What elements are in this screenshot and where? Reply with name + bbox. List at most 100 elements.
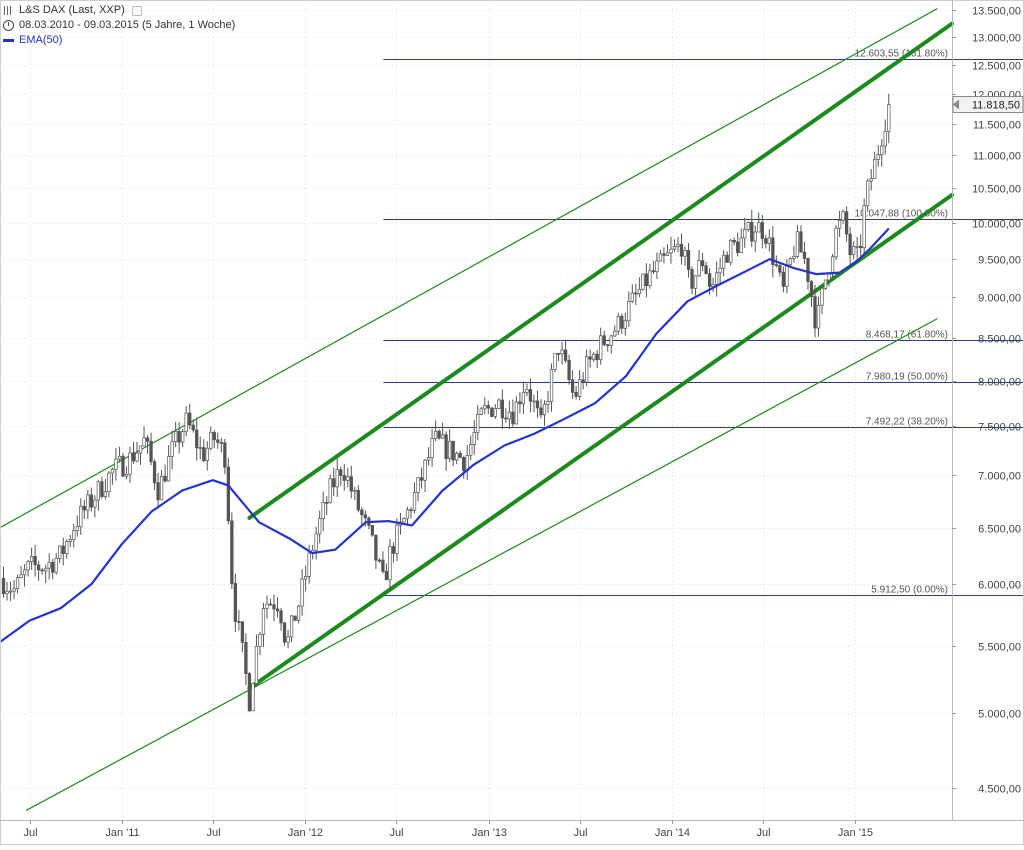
candle-body [521,391,526,405]
candle-body [757,222,761,233]
candle-body [546,401,550,405]
candle-body [525,389,529,393]
candle-body [567,360,571,381]
candle-body [360,509,364,516]
candle-body [722,254,726,269]
clock-icon [3,20,14,31]
candle-body [862,205,866,249]
candle-body [1,578,6,595]
candle-body [8,590,13,593]
candle-body [644,273,649,287]
period-label: 08.03.2010 - 09.03.2015 (5 Jahre, 1 Woch… [19,19,236,31]
candle-body [170,441,174,457]
candle-body [82,505,86,511]
settings-icon[interactable] [131,5,142,16]
ema-swatch-icon [3,39,14,42]
candle-body [486,405,490,409]
candle-body [574,392,578,397]
candle-body [746,221,750,230]
candle-body [314,533,318,551]
candle-body [279,610,283,624]
candle-body [440,434,445,439]
candle-body [230,520,234,584]
candle-body [743,228,747,239]
main-lower-trendline [247,193,954,691]
candle-body [641,273,645,290]
candle-body [332,478,336,488]
candle-body [725,254,729,263]
candle-body [254,646,259,684]
candle-body [293,615,297,621]
x-tick-label: Jan '11 [105,827,139,839]
candle-body [686,250,691,270]
candle-body [275,608,280,612]
candle-body [86,494,90,511]
candle-body [785,264,789,287]
candle-body [75,526,79,532]
candle-body [12,588,16,592]
candle-body [700,260,705,267]
candle-body [15,577,20,590]
candle-body [837,219,842,229]
candle-body [887,104,891,132]
candle-body [135,452,139,462]
candle-body [767,237,771,244]
candle-body [651,270,656,273]
candle-body [602,335,606,346]
candle-body [771,237,775,265]
candle-body [258,634,262,647]
x-tick-label: Jul [573,827,587,839]
candle-body [729,239,733,263]
candle-body [855,245,859,248]
candle-body [662,253,666,256]
candle-body [395,524,399,554]
candle-body [391,546,396,554]
candle-body [690,269,694,289]
candle-body [212,432,216,441]
indicator-label[interactable]: EMA(50) [19,34,63,46]
y-tick-label: 6.000,00 [978,580,1021,592]
fibonacci-level-label: 7.980,19 (50.00%) [866,372,948,383]
y-tick-label: 9.500,00 [978,255,1021,267]
candle-body [430,438,434,458]
y-tick-label: 9.000,00 [978,293,1021,305]
candle-body [753,231,757,242]
candle-body [61,545,65,554]
candle-body [131,452,136,462]
candle-body [107,472,111,493]
candle-body [788,258,793,266]
candle-body [613,330,617,337]
candle-body [40,569,44,572]
candle-body [44,567,48,572]
candle-body [423,459,427,481]
candle-body [458,452,462,458]
candle-body [672,246,677,250]
candle-body [247,673,252,712]
candle-body [223,442,227,468]
candle-body [240,621,245,643]
candle-body [188,412,192,426]
y-tick-label: 11.000,00 [973,151,1021,163]
candle-body [156,482,160,501]
candle-body [356,489,360,511]
candle-body [251,683,255,712]
candle-body [616,315,620,332]
candle-body [286,636,290,643]
candle-body [321,502,325,519]
candle-body [704,265,708,274]
candle-body [764,238,768,244]
legend-indicator-row[interactable]: EMA(50) [3,33,235,48]
candle-body [268,603,273,606]
candle-body [349,476,353,492]
bars-icon [3,5,14,16]
candle-body [363,514,367,519]
candle-body [781,271,786,287]
main-upper-trendline [247,21,954,520]
candle-body [26,561,30,571]
candle-body [93,499,97,508]
candle-body [226,466,230,522]
candle-body [518,401,522,405]
candle-body [5,590,9,595]
candle-body [265,603,269,609]
candle-body [637,289,642,294]
